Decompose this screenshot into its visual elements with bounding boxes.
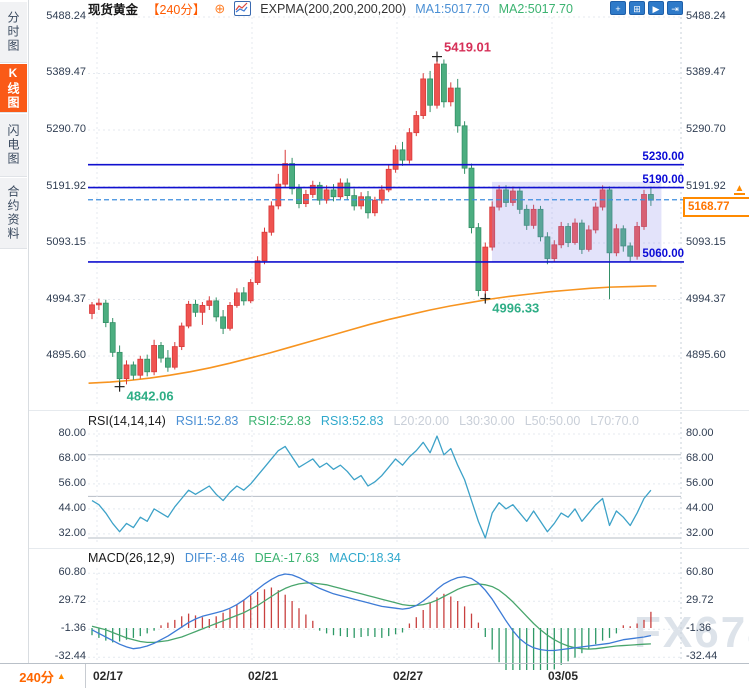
date-label-02/21: 02/21 — [248, 669, 279, 683]
rsi-legend: RSI(14,14,14) RSI1:52.83 RSI2:52.83 RSI3:5… — [88, 414, 639, 428]
add-indicator-icon[interactable]: ⊕ — [214, 0, 226, 16]
ma2-value: MA2:5017.70 — [498, 1, 573, 16]
axis-label: 44.00 — [58, 501, 86, 514]
axis-label: 68.00 — [58, 451, 86, 464]
axis-label: 68.00 — [686, 451, 714, 464]
sidebar-tab-3[interactable]: 闪电图 — [0, 114, 27, 177]
annotation-4996.33: 4996.33 — [492, 301, 539, 316]
date-label-02/17: 02/17 — [93, 669, 124, 683]
axis-label: 60.80 — [58, 566, 86, 579]
axis-label: 5191.92 — [686, 179, 726, 192]
period-up-triangle-icon: ▲ — [56, 671, 66, 681]
axis-label: 56.00 — [686, 476, 714, 489]
mini-chart-icon — [234, 1, 252, 16]
chart-pointer-icon[interactable]: ▶ — [648, 1, 664, 15]
panel-separator — [28, 548, 749, 549]
axis-label: 29.72 — [686, 594, 714, 607]
axis-label: 5488.24 — [46, 10, 86, 22]
indicator-label: EXPMA(200,200,200,200) — [260, 1, 407, 16]
annotation-4842.06: 4842.06 — [127, 389, 174, 404]
price-up-arrow-icon: ▲ — [734, 183, 745, 195]
rsi-value-3: RSI3:52.83 — [320, 414, 384, 428]
macd-chart-area[interactable] — [88, 568, 681, 662]
date-label-03/05: 03/05 — [548, 669, 579, 683]
axis-label: 5290.70 — [686, 122, 726, 135]
axis-label: 32.00 — [58, 526, 86, 539]
axis-label: 5093.15 — [686, 235, 726, 248]
macd-value-1: DIFF:-8.46 — [184, 551, 245, 565]
symbol-name: 现货黄金 — [88, 3, 139, 17]
rsi-value-7: L70:70.0 — [590, 414, 639, 428]
macd-legend: MACD(26,12,9) DIFF:-8.46 DEA:-17.63 MACD:1… — [88, 551, 401, 565]
rsi-value-5: L30:30.00 — [459, 414, 515, 428]
axis-label: -1.36 — [686, 622, 712, 635]
axis-label: 5389.47 — [46, 66, 86, 79]
axis-label: 5093.15 — [46, 235, 86, 248]
sidebar-tab-1[interactable]: 分时图 — [0, 2, 27, 63]
date-axis-border — [0, 663, 749, 664]
rsi-value-4: L20:20.00 — [393, 414, 450, 428]
watermark: FX678 — [634, 608, 749, 657]
price-chart-area[interactable] — [88, 17, 681, 406]
crosshair-move-icon[interactable]: + — [610, 1, 626, 15]
axis-label: 44.00 — [686, 501, 714, 514]
axis-label: 60.80 — [686, 566, 714, 579]
date-label-02/27: 02/27 — [393, 669, 424, 683]
macd-title: MACD(26,12,9) — [88, 551, 175, 565]
period-tag: 【240分】 — [147, 3, 206, 17]
sidebar-tab-2[interactable]: K线图 — [0, 64, 27, 113]
axis-label: 32.00 — [686, 526, 714, 539]
axis-label: 5290.70 — [46, 122, 86, 135]
annotation-5419.01: 5419.01 — [444, 40, 491, 55]
sidebar-tab-4[interactable]: 合约资料 — [0, 178, 27, 249]
ma1-value: MA1:5017.70 — [415, 1, 490, 16]
axis-label: -32.44 — [54, 650, 86, 663]
macd-value-3: MACD:18.34 — [329, 551, 401, 565]
chart-header: 现货黄金 【240分】 ⊕ EXPMA(200,200,200,200) MA1… — [88, 0, 573, 18]
axis-label: 4994.37 — [686, 292, 726, 305]
rsi-chart-area[interactable] — [88, 430, 681, 545]
axis-label: 29.72 — [58, 594, 86, 607]
rsi-title: RSI(14,14,14) — [88, 414, 166, 428]
axis-label: 4895.60 — [46, 349, 86, 361]
axis-label: 5488.24 — [686, 10, 726, 22]
rsi-value-1: RSI1:52.83 — [175, 414, 239, 428]
sidebar: 分时图 K线图 闪电图 合约资料 — [0, 0, 29, 688]
chart-toolbar: + ⊞ ▶ ⇥ — [610, 1, 683, 15]
level-label-5060.00: 5060.00 — [642, 247, 684, 260]
axis-range-icon[interactable]: ⊞ — [629, 1, 645, 15]
axis-label: -32.44 — [686, 650, 718, 663]
rsi-value-6: L50:50.00 — [524, 414, 581, 428]
macd-value-2: DEA:-17.63 — [254, 551, 320, 565]
rsi-value-2: RSI2:52.83 — [248, 414, 311, 428]
last-price-box: 5168.77 — [683, 197, 749, 217]
period-tab[interactable]: 240分 ▲ — [0, 664, 86, 688]
exit-panel-icon[interactable]: ⇥ — [667, 1, 683, 15]
axis-label: 80.00 — [686, 427, 714, 439]
period-label: 240分 — [19, 669, 54, 685]
axis-label: 5389.47 — [686, 66, 726, 79]
level-label-5190.00: 5190.00 — [642, 173, 684, 186]
axis-label: -1.36 — [60, 622, 86, 635]
axis-label: 4895.60 — [686, 349, 726, 361]
axis-label: 80.00 — [58, 427, 86, 439]
panel-separator — [28, 410, 749, 411]
level-label-5230.00: 5230.00 — [642, 150, 684, 163]
axis-label: 5191.92 — [46, 179, 86, 192]
axis-label: 56.00 — [58, 476, 86, 489]
axis-label: 4994.37 — [46, 292, 86, 305]
